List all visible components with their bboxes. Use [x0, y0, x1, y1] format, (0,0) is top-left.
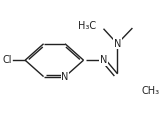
Text: N: N — [114, 39, 121, 49]
Text: N: N — [100, 55, 107, 65]
Text: N: N — [61, 72, 69, 82]
Text: H₃C: H₃C — [78, 21, 97, 31]
Text: Cl: Cl — [2, 55, 12, 65]
Text: CH₃: CH₃ — [141, 86, 159, 96]
